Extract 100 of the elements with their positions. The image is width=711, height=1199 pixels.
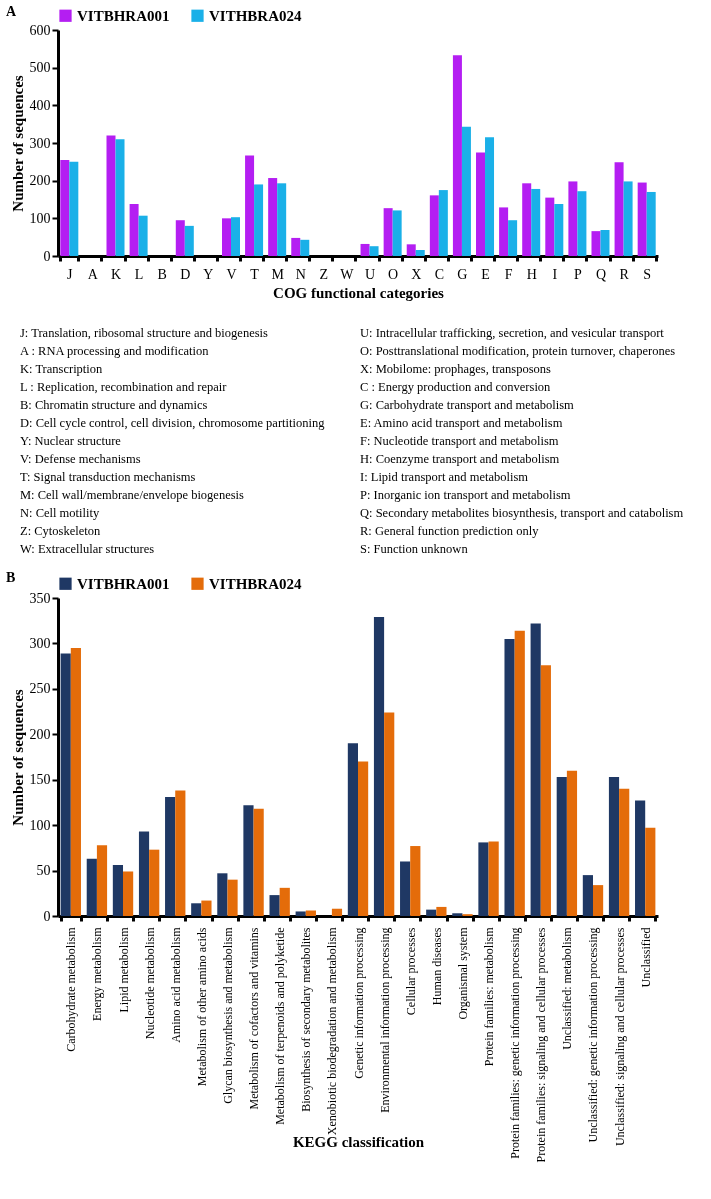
- bar: [369, 246, 379, 256]
- x-tick-label: H: [526, 266, 537, 282]
- bar: [436, 906, 447, 916]
- bar: [138, 215, 148, 256]
- y-tick-label: 0: [43, 248, 51, 264]
- x-tick-label: A: [87, 266, 99, 282]
- bar: [70, 647, 81, 916]
- bar: [392, 210, 402, 256]
- bar: [149, 849, 160, 916]
- bar: [191, 903, 202, 916]
- y-tick-label: 0: [43, 908, 51, 924]
- bar: [531, 188, 541, 256]
- bar: [508, 220, 518, 256]
- bar: [115, 139, 125, 256]
- bar: [175, 220, 185, 256]
- x-tick-label: U: [364, 266, 376, 282]
- bar: [245, 155, 255, 256]
- bar: [165, 796, 176, 916]
- y-axis-title: Number of sequences: [9, 75, 26, 212]
- x-tick-label: Y: [203, 266, 214, 282]
- bar: [608, 776, 620, 916]
- x-tick-label: Environmental information processing: [377, 927, 392, 1113]
- text: N: Cell motility: [20, 505, 101, 522]
- bar: [646, 191, 656, 256]
- bar: [540, 665, 551, 916]
- x-tick-label: Protein families: metabolism: [482, 926, 497, 1067]
- text: R: General function prediction only: [360, 523, 540, 540]
- bar: [184, 225, 194, 256]
- legend-label: VITBHRA001: [77, 7, 170, 24]
- bar: [591, 231, 601, 256]
- bar: [373, 617, 385, 916]
- text: O: Posttranslational modification, protein turnover, chaperones: [360, 343, 677, 360]
- bar: [488, 841, 499, 916]
- bar: [138, 831, 150, 916]
- bar: [400, 861, 411, 916]
- x-tick-label: Metabolism of cofactors and vitamins: [247, 927, 262, 1110]
- x-tick-label: Energy metabolism: [90, 926, 105, 1021]
- text: Y: Nuclear structure: [20, 433, 122, 450]
- x-tick-label: Xenobiotic biodegradation and metabolism: [325, 926, 340, 1136]
- bar: [476, 152, 486, 256]
- x-tick-label: Metabolism of terpenoids and polyketide: [273, 927, 288, 1125]
- x-tick-label: Protein families: genetic information processing: [508, 927, 523, 1159]
- bar: [217, 873, 228, 916]
- y-tick-label: 300: [29, 635, 51, 651]
- y-tick-label: 150: [29, 772, 51, 788]
- bar: [577, 191, 587, 256]
- bar: [106, 135, 116, 256]
- x-tick-label: M: [271, 266, 285, 282]
- bar: [112, 865, 124, 916]
- x-tick-label: G: [457, 266, 468, 282]
- text: W: Extracellular structures: [20, 541, 156, 558]
- bar: [221, 218, 231, 256]
- x-tick-label: Protein families: signaling and cellular processes: [534, 927, 549, 1163]
- bar: [566, 770, 578, 916]
- x-tick-label: Metabolism of other amino acids: [194, 927, 209, 1087]
- bar: [568, 181, 578, 256]
- y-tick-label: 400: [29, 97, 51, 113]
- legend-label: VITBHRA001: [77, 575, 170, 592]
- bar: [360, 243, 370, 256]
- bar: [426, 909, 437, 916]
- bar: [383, 208, 393, 256]
- bar: [623, 181, 633, 256]
- bar: [438, 190, 448, 256]
- x-tick-label: Unclassified: genetic information processing: [586, 927, 601, 1143]
- x-tick-label: T: [250, 266, 260, 282]
- x-tick-label: Nucleotide metabolism: [142, 926, 157, 1040]
- x-tick-label: I: [552, 266, 558, 282]
- bar: [522, 183, 532, 256]
- x-tick-label: V: [226, 266, 237, 282]
- bar: [410, 846, 421, 916]
- x-tick-label: Amino acid metabolism: [168, 926, 183, 1043]
- bar: [384, 712, 395, 916]
- text: G: Carbohydrate transport and metabolism: [360, 397, 575, 414]
- bar: [347, 743, 358, 916]
- bar: [452, 913, 463, 916]
- bar: [358, 761, 369, 916]
- y-tick-label: 100: [29, 817, 51, 833]
- bar: [545, 197, 555, 256]
- bar: [554, 204, 564, 256]
- bar: [201, 900, 212, 916]
- text: Z: Cytoskeleton: [20, 523, 102, 540]
- x-tick-label: L: [134, 266, 144, 282]
- x-tick-label: Human diseases: [429, 927, 444, 1006]
- legend-label: VITHBRA024: [209, 575, 303, 592]
- chart-title: B: [6, 570, 16, 586]
- bar: [300, 239, 310, 256]
- bar: [461, 126, 471, 256]
- bar: [592, 885, 604, 916]
- text: P: Inorganic ion transport and metabolism: [360, 487, 572, 504]
- x-tick-label: Glycan biosynthesis and metabolism: [220, 926, 235, 1104]
- text: U: Intracellular trafficking, secretion, and vesicular transport: [360, 325, 665, 342]
- text: L : Replication, recombination and repair: [20, 379, 228, 396]
- text: I: Lipid transport and metabolism: [360, 469, 530, 486]
- text: A : RNA processing and modification: [20, 343, 210, 360]
- x-tick-label: E: [481, 266, 490, 282]
- bar: [254, 184, 264, 256]
- bar: [530, 623, 541, 916]
- bar: [406, 244, 416, 256]
- bar: [582, 875, 593, 916]
- x-tick-label: Organismal system: [455, 926, 470, 1020]
